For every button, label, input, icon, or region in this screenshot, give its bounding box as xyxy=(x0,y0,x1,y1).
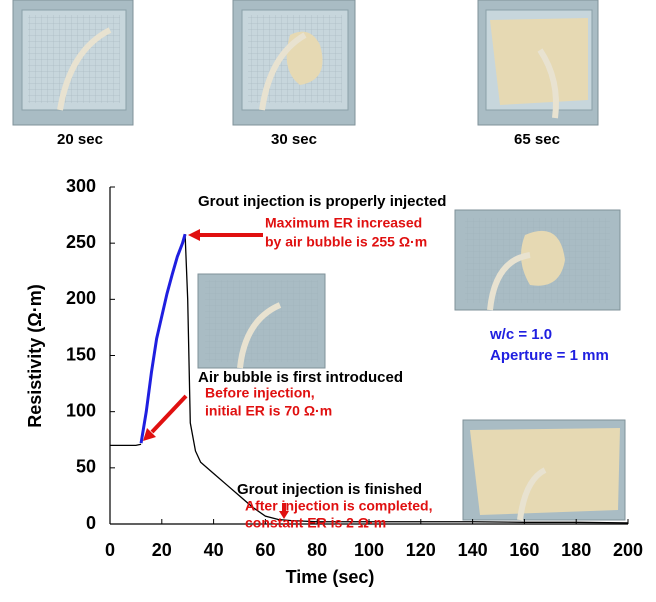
annotation: Maximum ER increased xyxy=(265,215,422,231)
figure: 20 sec 30 sec 65 sec Time (sec) Resistiv… xyxy=(0,0,656,597)
y-tick-label: 150 xyxy=(66,344,96,364)
photo-30s xyxy=(233,0,355,125)
annotation: Grout injection is properly injected xyxy=(198,193,446,210)
photo-65s xyxy=(478,0,598,125)
inset-photo xyxy=(198,274,325,368)
annotation: After injection is completed, xyxy=(245,498,432,514)
x-tick-label: 100 xyxy=(354,540,384,560)
page: {"photos": [{"caption": "20 sec"}, {"cap… xyxy=(0,0,656,597)
annotation: constant ER is 2 Ω·m xyxy=(245,515,386,531)
x-tick-label: 160 xyxy=(509,540,539,560)
y-tick-label: 200 xyxy=(66,288,96,308)
annotation: by air bubble is 255 Ω·m xyxy=(265,234,427,250)
x-tick-label: 40 xyxy=(204,540,224,560)
x-tick-label: 60 xyxy=(255,540,275,560)
annotation: Before injection, xyxy=(205,385,315,401)
annotation: Air bubble is first introduced xyxy=(198,369,403,386)
x-tick-label: 80 xyxy=(307,540,327,560)
y-axis-title: Resistivity (Ω·m) xyxy=(25,284,45,427)
x-tick-label: 200 xyxy=(613,540,643,560)
x-tick-label: 120 xyxy=(406,540,436,560)
annotation: Aperture = 1 mm xyxy=(490,347,609,364)
y-tick-label: 50 xyxy=(76,457,96,477)
y-tick-label: 100 xyxy=(66,400,96,420)
photo-caption: 30 sec xyxy=(271,131,317,148)
annotation: w/c = 1.0 xyxy=(489,326,552,343)
annotation: Grout injection is finished xyxy=(237,481,422,498)
annotation: initial ER is 70 Ω·m xyxy=(205,403,332,419)
photo-20s xyxy=(13,0,133,125)
data-line xyxy=(141,234,185,443)
y-tick-label: 250 xyxy=(66,232,96,252)
x-tick-label: 20 xyxy=(152,540,172,560)
photo-caption: 20 sec xyxy=(57,131,103,148)
x-tick-label: 0 xyxy=(105,540,115,560)
inset-photo xyxy=(455,210,620,310)
y-tick-label: 0 xyxy=(86,513,96,533)
photo-caption: 65 sec xyxy=(514,131,560,148)
x-tick-label: 180 xyxy=(561,540,591,560)
y-tick-label: 300 xyxy=(66,176,96,196)
x-axis-title: Time (sec) xyxy=(286,567,375,587)
x-tick-label: 140 xyxy=(458,540,488,560)
inset-photo xyxy=(463,420,625,520)
